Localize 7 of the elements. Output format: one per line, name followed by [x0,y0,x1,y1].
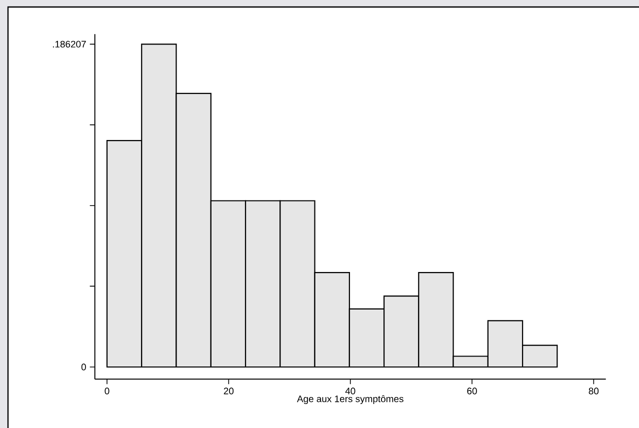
x-tick-label: 80 [588,388,599,394]
x-tick-label: 0 [104,388,110,394]
x-axis-title: Age aux 1ers symptômes [296,395,404,404]
y-tick-label: .186207 [52,40,86,48]
x-tick-label: 40 [345,388,356,394]
x-tick-label: 60 [467,388,477,394]
x-tick-label: 20 [224,388,234,394]
